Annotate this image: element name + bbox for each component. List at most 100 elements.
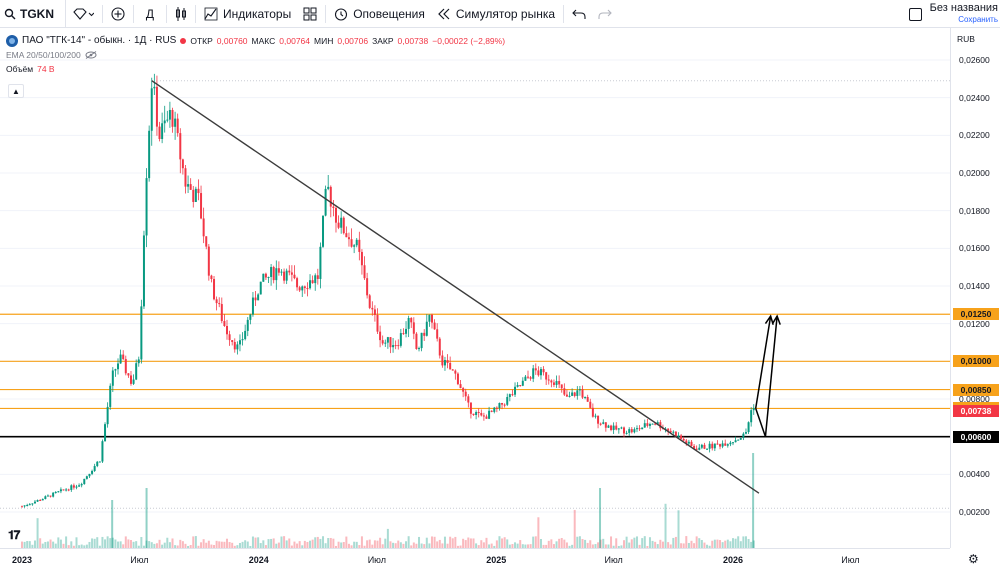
- volume-bar: [464, 540, 467, 548]
- volume-bar: [423, 544, 426, 548]
- candle-body: [739, 438, 742, 440]
- volume-bar: [607, 544, 610, 548]
- candle-body: [651, 423, 654, 425]
- volume-bar: [293, 541, 296, 548]
- volume-bar: [62, 543, 65, 548]
- volume-bar: [506, 539, 509, 548]
- chart-type-button[interactable]: [169, 0, 193, 28]
- candle-body: [194, 188, 197, 202]
- volume-bar: [511, 544, 514, 548]
- settings-gear-icon[interactable]: ⚙: [968, 552, 979, 566]
- volume-bar: [563, 539, 566, 548]
- candle-body: [464, 391, 467, 397]
- volume-bar: [241, 541, 244, 548]
- volume-bar: [571, 544, 574, 548]
- volume-bar: [493, 545, 496, 548]
- candle-body: [174, 118, 177, 127]
- volume-bar: [137, 545, 140, 548]
- volume-bar: [469, 538, 472, 548]
- candle-body: [555, 381, 558, 385]
- currency-label[interactable]: RUB: [957, 34, 975, 44]
- redo-button[interactable]: [592, 0, 618, 28]
- replay-button[interactable]: Симулятор рынка: [431, 0, 561, 28]
- candle-body: [516, 385, 519, 387]
- price-axis[interactable]: RUB 0,02600 0,02400 0,02200 0,02000 0,01800 0…: [950, 28, 1000, 548]
- legend-symbol-row[interactable]: ПАО "ТГК-14" - обыкн. · 1Д · RUS ОТКР 0,0…: [6, 34, 505, 48]
- indicators-button[interactable]: Индикаторы: [198, 0, 297, 28]
- volume-bar: [194, 536, 197, 548]
- volume-bar: [462, 538, 465, 548]
- templates-button[interactable]: [297, 0, 323, 28]
- collapse-legend-button[interactable]: ▲: [8, 84, 24, 98]
- volume-bar: [88, 541, 91, 548]
- volume-bar: [693, 543, 696, 548]
- candle-body: [459, 384, 462, 389]
- candle-body: [225, 325, 228, 335]
- volume-bar: [641, 538, 644, 548]
- candle-body: [363, 265, 366, 279]
- price-chart[interactable]: [0, 28, 950, 548]
- candle-body: [542, 369, 545, 373]
- volume-value: 74 B: [37, 64, 55, 74]
- candle-body: [498, 402, 501, 409]
- chart-legend: ПАО "ТГК-14" - обыкн. · 1Д · RUS ОТКР 0,0…: [6, 34, 505, 76]
- layout-checkbox[interactable]: [908, 7, 922, 21]
- save-layout-link[interactable]: Сохранить: [958, 15, 998, 24]
- volume-bar: [456, 545, 459, 548]
- volume-bar: [233, 545, 236, 548]
- alerts-button[interactable]: Оповещения: [328, 0, 431, 28]
- interval-button[interactable]: Д: [145, 6, 155, 21]
- candle-body: [350, 239, 353, 247]
- candle-body: [275, 268, 278, 281]
- candle-body: [26, 504, 29, 506]
- candle-body: [145, 178, 148, 236]
- volume-bar: [560, 538, 563, 548]
- volume-bar: [220, 541, 223, 548]
- candle-body: [44, 496, 47, 500]
- candle-body: [433, 322, 436, 330]
- candle-body: [189, 184, 192, 190]
- volume-bar: [386, 528, 389, 548]
- candle-body: [641, 427, 644, 430]
- candle-body: [752, 407, 755, 411]
- indicators-label: Индикаторы: [223, 6, 292, 21]
- symbol-search-button[interactable]: TGKN: [0, 0, 66, 28]
- compare-symbol-button[interactable]: [105, 0, 131, 28]
- candle-body: [415, 333, 418, 349]
- volume-bar: [46, 541, 49, 548]
- volume-bar: [539, 539, 542, 548]
- candle-body: [506, 397, 509, 405]
- watchlist-flag-button[interactable]: [66, 0, 100, 28]
- candle-body: [179, 133, 182, 160]
- candle-body: [36, 500, 39, 502]
- volume-bar: [75, 537, 78, 548]
- candle-body: [612, 425, 615, 430]
- candle-body: [656, 422, 659, 425]
- candle-body: [521, 380, 524, 386]
- candle-body: [558, 381, 561, 385]
- legend-close-label: ЗАКР: [372, 36, 394, 46]
- candle-body: [205, 236, 208, 247]
- volume-bar: [467, 537, 470, 548]
- candle-body: [220, 304, 223, 322]
- volume-bar: [412, 542, 415, 548]
- undo-button[interactable]: [566, 0, 592, 28]
- legend-volume-row[interactable]: Объём 74 B: [6, 62, 505, 76]
- eye-hidden-icon[interactable]: [85, 51, 97, 59]
- candle-body: [257, 294, 260, 301]
- time-axis[interactable]: 2023 Июл 2024 Июл 2025 Июл 2026 Июл: [0, 548, 950, 570]
- candle-body: [353, 245, 356, 247]
- volume-bar: [480, 540, 483, 548]
- candle-body: [635, 428, 638, 430]
- candle-body: [306, 288, 309, 290]
- volume-bar: [425, 537, 428, 548]
- candle-body: [560, 384, 563, 389]
- layout-name-button[interactable]: Без названия Сохранить: [930, 2, 1000, 26]
- legend-ema-row[interactable]: EMA 20/50/100/200: [6, 48, 505, 62]
- candle-body: [342, 217, 345, 234]
- volume-bar: [59, 539, 62, 548]
- volume-bar: [202, 539, 205, 548]
- volume-bar: [353, 541, 356, 548]
- volume-bar: [218, 541, 221, 548]
- candle-body: [430, 314, 433, 323]
